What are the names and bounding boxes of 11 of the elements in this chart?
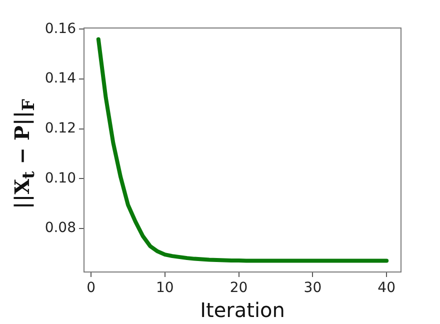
y-tick-label: 0.16 xyxy=(44,20,76,37)
y-tick-label: 0.14 xyxy=(44,70,76,87)
x-tick-label: 10 xyxy=(156,280,174,296)
x-tick-label: 40 xyxy=(378,280,396,296)
x-tick-label: 0 xyxy=(86,280,96,296)
y-tick-label: 0.12 xyxy=(44,120,76,136)
x-tick-label: 20 xyxy=(230,280,248,296)
y-tick-label: 0.10 xyxy=(44,170,76,186)
x-axis-title: Iteration xyxy=(200,298,285,322)
x-tick-label: 30 xyxy=(304,280,322,296)
y-tick-label: 0.08 xyxy=(44,220,76,236)
